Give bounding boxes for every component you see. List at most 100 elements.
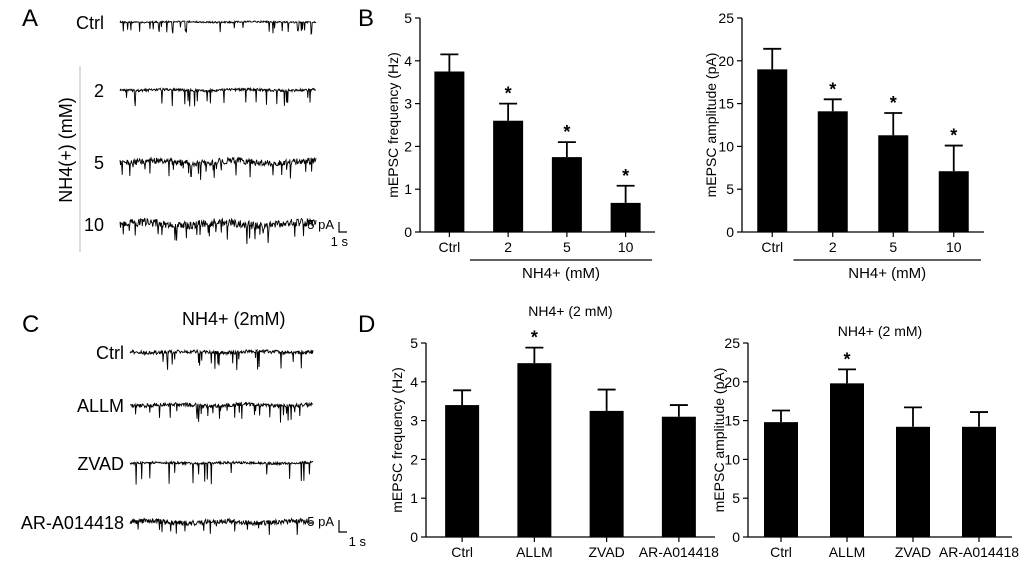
- bar-ctrl: [757, 69, 788, 232]
- y-tick-label: 0: [404, 224, 412, 240]
- significance-star: *: [829, 79, 836, 99]
- significance-star: *: [843, 349, 850, 369]
- y-tick-label: 2: [410, 451, 418, 467]
- group-label: NH4+ (mM): [522, 265, 600, 282]
- y-axis-label: mEPSC amplitude (pA): [703, 53, 719, 198]
- panel-a-scale-bar: 5 pA 1 s: [307, 217, 348, 249]
- chart-b-amplitude: 0 5 10 15 20 25 mEPSC amplitude (pA) Ctrl * 2 * 5 * 1…: [703, 10, 984, 282]
- group-label: NH4+ (mM): [848, 265, 926, 282]
- panel-c-trace-label: Ctrl: [96, 343, 124, 363]
- panel-a-scale-x: 1 s: [331, 234, 349, 249]
- y-tick-label: 5: [726, 181, 734, 197]
- panel-c-scale-x: 1 s: [349, 534, 367, 549]
- significance-star: *: [890, 93, 897, 113]
- panel-c-trace: [129, 348, 314, 371]
- y-tick-label: 25: [718, 10, 734, 26]
- y-tick-label: 2: [404, 138, 412, 154]
- y-tick-label: 3: [410, 413, 418, 429]
- panel-c-scale-bar: 5 pA 1 s: [307, 514, 366, 549]
- y-tick-label: 20: [718, 53, 734, 69]
- y-tick-label: 25: [724, 335, 740, 351]
- chart-d-amplitude: 0 5 10 15 20 25 mEPSC amplitude (pA) NH4+ (2 mM…: [711, 323, 1019, 560]
- panel-a-trace-label: 5: [94, 153, 104, 173]
- x-tick-label: 2: [504, 239, 512, 255]
- panel-a-trace-label: 2: [94, 81, 104, 101]
- bar-10: [938, 171, 969, 232]
- x-tick-label: 5: [889, 239, 897, 255]
- x-tick-label: AR-A014418: [939, 544, 1019, 560]
- panel-a-group-label: NH4(+) (mM): [56, 97, 76, 203]
- panel-c-traces: Ctrl ALLM ZVAD AR-A014418: [21, 343, 314, 536]
- panel-a-trace: [119, 19, 317, 36]
- bar-2: [817, 111, 848, 232]
- y-tick-label: 1: [404, 181, 412, 197]
- y-tick-label: 5: [410, 335, 418, 351]
- chart-d-frequency: 0 1 2 3 4 5 mEPSC frequency (Hz) NH4+ (2 mM) Ctr…: [389, 303, 719, 560]
- y-tick-label: 1: [410, 490, 418, 506]
- panel-c-trace: [129, 517, 314, 536]
- x-tick-label: 10: [618, 239, 634, 255]
- bar-ar-a014418: [661, 416, 696, 537]
- bar-5: [878, 135, 909, 232]
- bar-allm: [830, 383, 864, 537]
- panel-c-condition: NH4+ (2mM): [182, 309, 286, 329]
- significance-star: *: [531, 328, 538, 348]
- bar-zvad: [896, 426, 930, 537]
- x-tick-label: ALLM: [829, 544, 866, 560]
- y-tick-label: 15: [724, 413, 740, 429]
- panel-a-trace-label: Ctrl: [76, 13, 104, 33]
- panel-c-trace: [129, 401, 314, 423]
- bar-allm: [517, 363, 552, 537]
- chart-b-frequency: 0 1 2 3 4 5 mEPSC frequency (Hz) Ctrl * 2 * 5 * 10 NH4…: [385, 10, 655, 282]
- panel-a-trace: [119, 217, 317, 245]
- x-tick-label: Ctrl: [761, 239, 783, 255]
- bar-10: [610, 202, 641, 232]
- bar-zvad: [589, 410, 624, 537]
- y-tick-label: 15: [718, 96, 734, 112]
- y-tick-label: 0: [410, 529, 418, 545]
- significance-star: *: [950, 126, 957, 146]
- panel-c-trace-label: AR-A014418: [21, 513, 124, 533]
- panel-c-scale-y: 5 pA: [307, 514, 334, 529]
- panel-letter-c: C: [22, 311, 39, 338]
- panel-c-trace-label: ALLM: [77, 396, 124, 416]
- x-tick-label: 2: [829, 239, 837, 255]
- y-axis-label: mEPSC frequency (Hz): [385, 52, 401, 197]
- x-tick-label: ALLM: [516, 544, 553, 560]
- bar-ctrl: [445, 405, 480, 537]
- bar-ctrl: [764, 422, 798, 537]
- x-tick-label: ZVAD: [588, 544, 624, 560]
- y-tick-label: 0: [726, 224, 734, 240]
- y-axis-label: mEPSC amplitude (pA): [711, 368, 727, 513]
- panel-a-trace: [119, 86, 317, 107]
- y-tick-label: 0: [732, 529, 740, 545]
- chart-title: NH4+ (2 mM): [528, 303, 612, 319]
- y-tick-label: 10: [718, 138, 734, 154]
- x-tick-label: Ctrl: [770, 544, 792, 560]
- panel-c-trace-label: ZVAD: [77, 454, 124, 474]
- bar-ar-a014418: [962, 426, 996, 537]
- y-tick-label: 4: [410, 374, 418, 390]
- panel-a-trace-label: 10: [84, 215, 104, 235]
- y-tick-label: 10: [724, 451, 740, 467]
- y-axis-label: mEPSC frequency (Hz): [389, 367, 405, 512]
- y-tick-label: 4: [404, 53, 412, 69]
- x-tick-label: Ctrl: [451, 544, 473, 560]
- panel-a-trace: [119, 156, 317, 180]
- bar-ctrl: [434, 71, 465, 232]
- panel-letter-b: B: [358, 5, 374, 32]
- panel-a-scale-y: 5 pA: [307, 217, 334, 232]
- panel-c-trace: [129, 460, 313, 485]
- chart-title: NH4+ (2 mM): [838, 323, 922, 339]
- x-tick-label: AR-A014418: [639, 544, 719, 560]
- y-tick-label: 5: [404, 10, 412, 26]
- x-tick-label: 10: [946, 239, 962, 255]
- significance-star: *: [622, 166, 629, 186]
- bar-2: [493, 120, 524, 232]
- panel-a-traces: Ctrl 2 5 10: [76, 13, 317, 245]
- significance-star: *: [505, 84, 512, 104]
- y-tick-label: 20: [724, 374, 740, 390]
- y-tick-label: 5: [732, 490, 740, 506]
- bar-5: [551, 157, 582, 232]
